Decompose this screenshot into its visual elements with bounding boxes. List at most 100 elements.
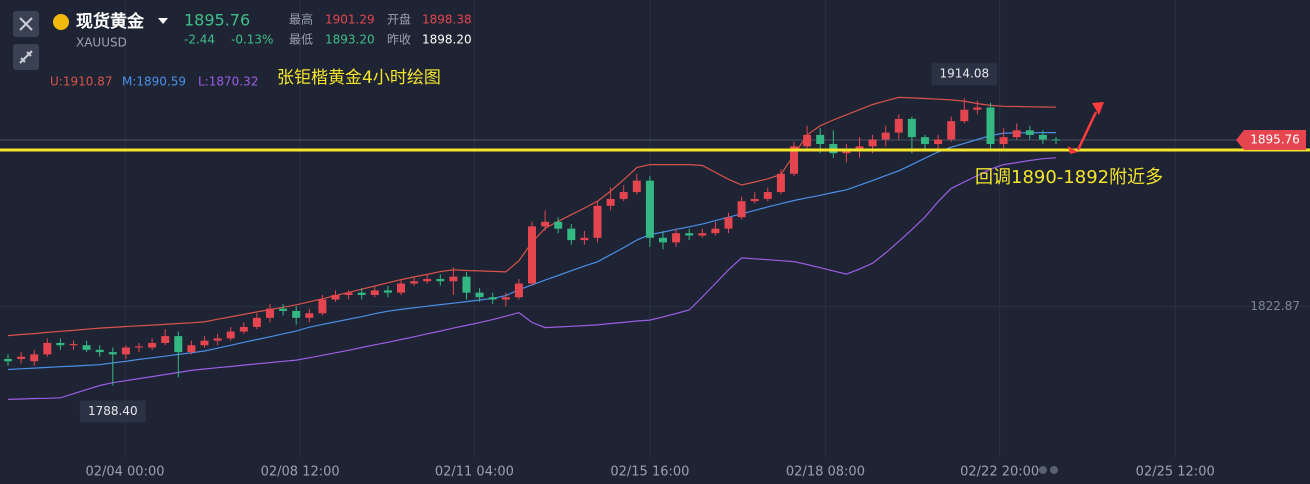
candle-body [659,237,667,243]
candle-body [56,342,65,346]
candle-body [816,134,825,145]
candle-body [803,134,812,147]
y-tick-label: 1822.87 [1250,299,1300,313]
stat-value: 1893.20 [325,33,375,47]
arrow-head [1092,102,1104,115]
band-line [7,157,1057,400]
extreme-label-box [79,400,146,423]
stat-value: 1898.38 [422,13,472,27]
candle-body [239,326,248,332]
candle-body [397,283,405,293]
extreme-label: 1788.40 [88,404,138,418]
price: 1895.76 [184,11,250,30]
candle-body [4,358,12,362]
candle-body [266,308,274,318]
extreme-label-box [931,63,998,86]
legend-entry: M:1890.59 [122,75,186,89]
gold-icon [53,14,69,30]
candle-body [449,276,458,282]
candle-body [161,336,170,343]
candle-body [226,331,235,339]
extreme-label: 1914.08 [939,67,989,81]
close-icon [19,17,33,31]
x-tick-label: 02/04 00:00 [85,465,164,480]
candle-body [894,118,903,133]
candle-body [999,137,1008,145]
scroll-dot[interactable] [1050,466,1058,474]
stat-label: 最高 [289,12,313,27]
candle-body [750,198,759,202]
candle-body [423,278,432,282]
candle-body [305,313,314,318]
candle-body [331,294,340,300]
candle-body [790,146,798,174]
candle-body [200,340,209,346]
candle-body [344,292,353,295]
candle-body [711,228,720,234]
candle-body [881,132,890,140]
price-tag-label: 1895.76 [1250,133,1300,147]
arrow-line [1076,111,1098,151]
chart-title: 张钜楷黄金4小时绘图 [277,68,441,88]
stat-label: 最低 [289,33,313,47]
candle-body [213,338,222,341]
candle-body [95,349,104,353]
candle-body [135,346,143,348]
candle-body [410,281,419,284]
candle-body [842,150,851,154]
symbol-code: XAUUSD [76,36,127,50]
scroll-dot[interactable] [1039,466,1047,474]
candle-body [514,283,523,298]
candle-body [921,137,929,145]
candle-body [934,139,943,145]
candle-body [1038,134,1047,140]
candle-body [528,226,536,284]
candle-body [580,237,589,241]
candle-body [174,336,183,353]
x-tick-label: 02/11 04:00 [435,465,514,480]
candle-body [868,139,877,147]
candle-body [554,221,563,229]
candle-body [357,292,366,295]
x-tick-label: 02/15 16:00 [610,465,689,480]
collapse-icon [19,50,33,64]
x-tick-label: 02/08 12:00 [261,465,340,480]
dropdown-arrow[interactable] [158,18,168,24]
candle-body [619,192,628,199]
candle-body [108,352,117,355]
candle-body [541,221,550,227]
candle-body [43,342,52,355]
candle-body [121,347,130,355]
candle-body [488,297,497,300]
x-tick-label: 02/18 08:00 [786,465,865,480]
candle-body [1052,139,1060,141]
candle-body [947,121,956,140]
candle-body [973,107,982,110]
candle-body [593,205,602,238]
candle-body [69,344,78,346]
candle-body [475,292,484,298]
candle-body [30,354,39,362]
stat-value: 1901.29 [325,13,375,27]
candle-body [567,228,576,241]
legend-entry: L:1870.32 [198,75,258,89]
candle-body [383,290,392,293]
candle-body [252,317,261,327]
legend-entry: U:1910.87 [50,75,112,89]
candle-body [501,297,510,300]
candle-body [645,180,654,238]
candle-body [318,299,327,314]
candle-body [187,345,196,353]
annotation: 回调1890-1892附近多 [975,167,1163,188]
change: -2.44 [184,33,215,47]
candle-body [279,308,288,311]
stat-label: 昨收 [387,33,411,47]
x-tick-label: 02/25 12:00 [1136,465,1215,480]
candle-body [17,356,26,359]
candle-body [82,345,91,350]
candle-body [632,180,641,193]
candle-body [763,192,772,199]
candle-body [436,278,445,282]
